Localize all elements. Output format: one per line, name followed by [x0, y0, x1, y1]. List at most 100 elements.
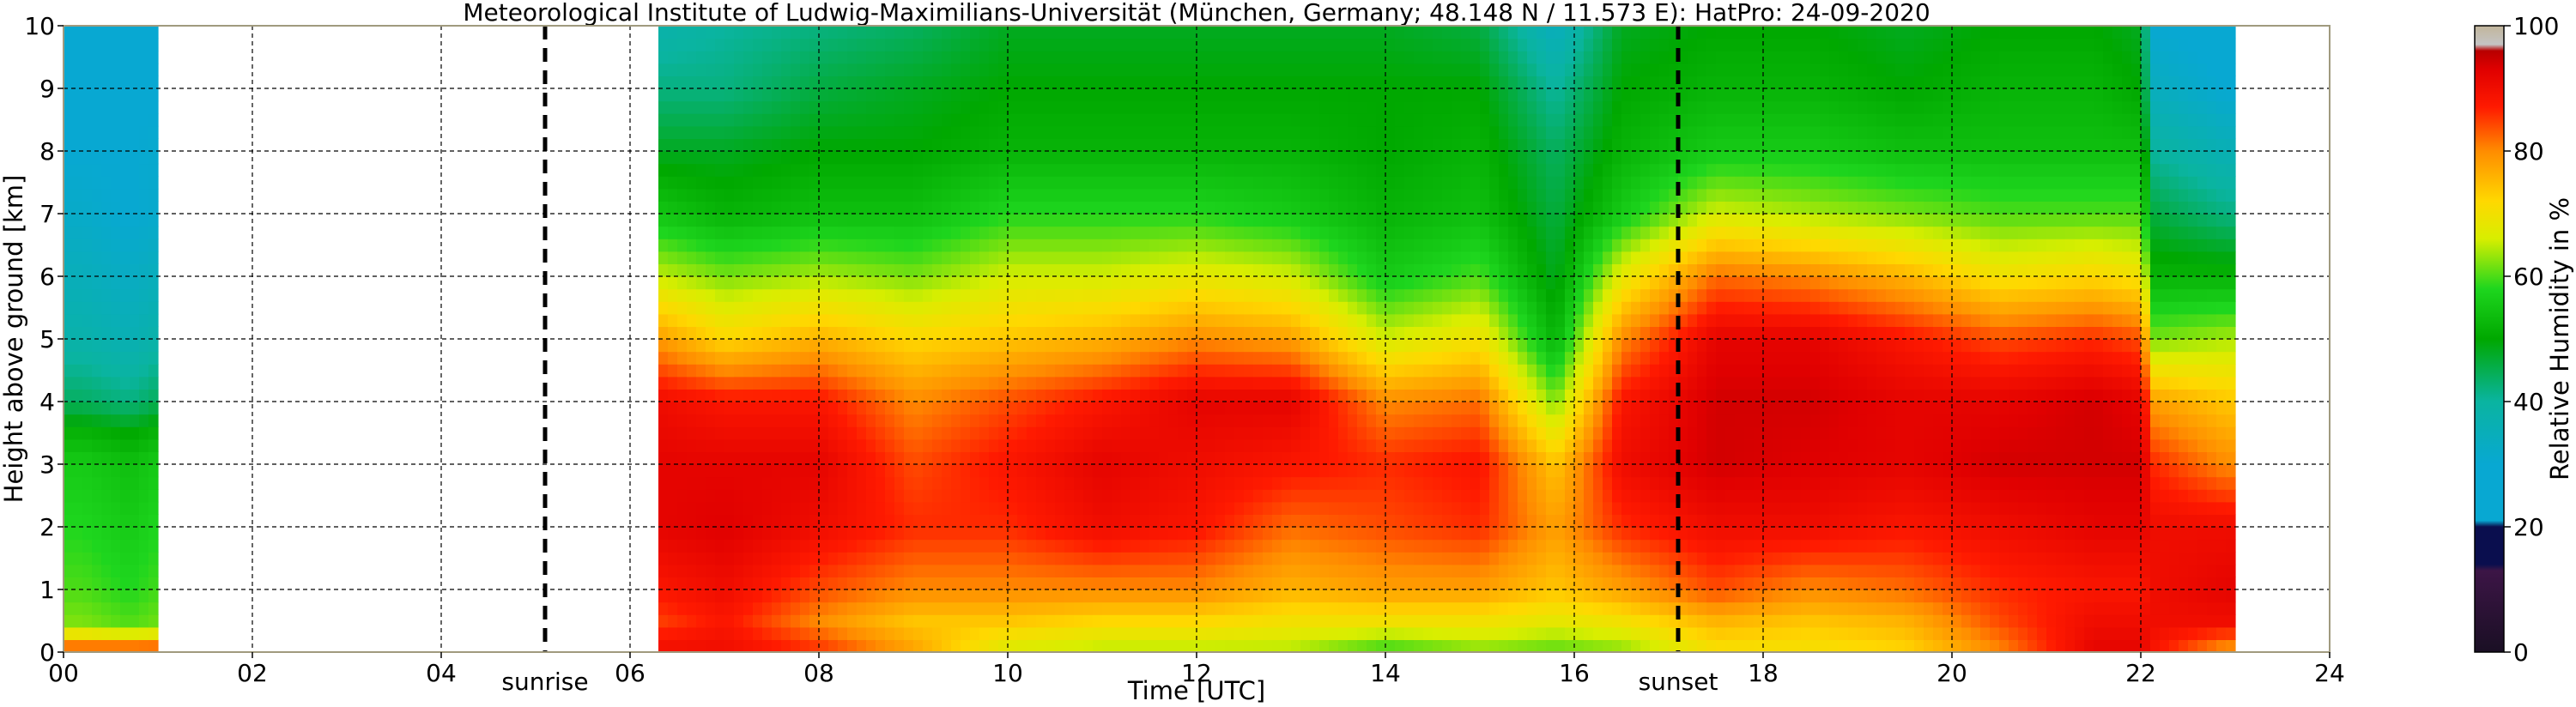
heatmap-cell	[1253, 614, 1264, 628]
heatmap-cell	[1263, 125, 1273, 139]
heatmap-cell	[1149, 326, 1160, 340]
heatmap-cell	[1310, 226, 1320, 239]
heatmap-cell	[696, 539, 706, 553]
heatmap-cell	[1206, 188, 1216, 202]
heatmap-cell	[1282, 426, 1292, 440]
heatmap-cell	[687, 389, 697, 402]
heatmap-cell	[1168, 577, 1179, 590]
heatmap-cell	[809, 527, 820, 541]
heatmap-cell	[73, 527, 83, 541]
heatmap-cell	[1206, 51, 1216, 64]
heatmap-cell	[762, 76, 773, 89]
heatmap-cell	[1234, 577, 1245, 590]
heatmap-cell	[1215, 125, 1226, 139]
heatmap-cell	[120, 476, 130, 490]
heatmap-cell	[139, 402, 149, 415]
heatmap-cell	[819, 138, 829, 152]
heatmap-cell	[101, 626, 112, 640]
heatmap-cell	[1376, 389, 1386, 402]
heatmap-cell	[82, 226, 93, 239]
heatmap-cell	[734, 301, 744, 315]
heatmap-cell	[1338, 501, 1349, 515]
heatmap-cell	[92, 125, 102, 139]
heatmap-cell	[1036, 589, 1046, 603]
heatmap-cell	[92, 138, 102, 152]
heatmap-cell	[743, 151, 754, 165]
heatmap-cell	[989, 577, 999, 590]
heatmap-cell	[1442, 577, 1452, 590]
heatmap-cell	[64, 188, 74, 202]
heatmap-cell	[1291, 527, 1301, 541]
heatmap-cell	[1480, 351, 1490, 365]
heatmap-cell	[1093, 552, 1103, 565]
heatmap-cell	[82, 438, 93, 452]
heatmap-cell	[111, 288, 121, 302]
heatmap-cell	[1064, 201, 1075, 215]
heatmap-cell	[1197, 451, 1207, 465]
heatmap-cell	[1046, 201, 1056, 215]
heatmap-cell	[1046, 464, 1056, 478]
heatmap-cell	[1499, 125, 1509, 139]
heatmap-cell	[894, 376, 905, 390]
heatmap-cell	[951, 63, 961, 76]
heatmap-cell	[1433, 76, 1443, 89]
heatmap-cell	[1367, 438, 1377, 452]
heatmap-cell	[904, 51, 914, 64]
heatmap-cell	[1385, 326, 1396, 340]
heatmap-cell	[847, 214, 858, 227]
heatmap-cell	[724, 38, 735, 51]
heatmap-cell	[923, 176, 933, 190]
heatmap-cell	[1140, 201, 1150, 215]
heatmap-cell	[734, 188, 744, 202]
heatmap-cell	[734, 489, 744, 503]
heatmap-cell	[73, 263, 83, 277]
heatmap-cell	[111, 438, 121, 452]
heatmap-cell	[1338, 163, 1349, 177]
heatmap-cell	[1272, 376, 1282, 390]
heatmap-cell	[828, 552, 839, 565]
heatmap-cell	[1263, 501, 1273, 515]
heatmap-cell	[1187, 125, 1197, 139]
heatmap-cell	[781, 414, 791, 427]
heatmap-cell	[92, 51, 102, 64]
heatmap-cell	[148, 351, 159, 365]
heatmap-cell	[1168, 251, 1179, 264]
heatmap-cell	[1168, 589, 1179, 603]
heatmap-cell	[111, 88, 121, 102]
heatmap-cell	[1489, 263, 1500, 277]
heatmap-cell	[961, 76, 971, 89]
heatmap-cell	[866, 151, 876, 165]
heatmap-cell	[1489, 251, 1500, 264]
heatmap-cell	[1215, 76, 1226, 89]
heatmap-cell	[1376, 589, 1386, 603]
heatmap-cell	[1423, 88, 1433, 102]
heatmap-cell	[894, 514, 905, 528]
heatmap-cell	[734, 364, 744, 378]
heatmap-cell	[1272, 577, 1282, 590]
heatmap-cell	[1395, 351, 1405, 365]
heatmap-cell	[139, 201, 149, 215]
heatmap-cell	[1300, 464, 1311, 478]
heatmap-cell	[1027, 151, 1037, 165]
heatmap-cell	[1093, 426, 1103, 440]
heatmap-cell	[1282, 389, 1292, 402]
heatmap-cell	[1395, 451, 1405, 465]
heatmap-cell	[876, 539, 886, 553]
heatmap-cell	[961, 239, 971, 252]
heatmap-cell	[1348, 527, 1358, 541]
heatmap-cell	[838, 188, 848, 202]
heatmap-cell	[148, 151, 159, 165]
heatmap-cell	[1499, 76, 1509, 89]
heatmap-cell	[1036, 564, 1046, 577]
heatmap-cell	[1168, 326, 1179, 340]
heatmap-cell	[951, 376, 961, 390]
heatmap-cell	[1300, 226, 1311, 239]
heatmap-cell	[913, 438, 924, 452]
heatmap-cell	[1074, 38, 1084, 51]
heatmap-cell	[73, 276, 83, 290]
heatmap-cell	[1046, 376, 1056, 390]
heatmap-cell	[1404, 577, 1415, 590]
heatmap-cell	[1197, 464, 1207, 478]
heatmap-cell	[1036, 389, 1046, 402]
heatmap-cell	[904, 88, 914, 102]
